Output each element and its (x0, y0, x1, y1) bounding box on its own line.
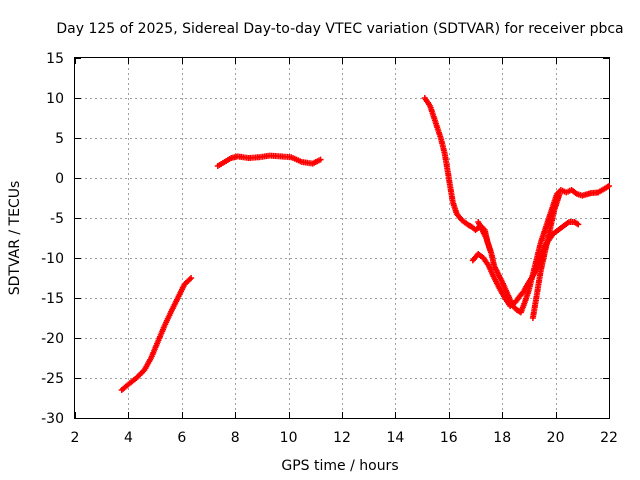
axis-ticks (75, 58, 610, 419)
data-segment (118, 275, 195, 393)
data-segment (214, 152, 324, 169)
y-tick-label: 15 (46, 51, 64, 67)
y-tick-label: 10 (46, 91, 64, 107)
y-tick-label: 0 (55, 171, 64, 187)
x-tick-label: 8 (231, 430, 240, 446)
x-tick-label: 4 (124, 430, 133, 446)
data-series-sdtvar (118, 95, 612, 393)
y-tick-label: -20 (41, 331, 64, 347)
y-tick-label: 5 (55, 131, 64, 147)
data-point (606, 183, 612, 189)
y-tick-label: -15 (41, 291, 64, 307)
chart-title: Day 125 of 2025, Sidereal Day-to-day VTE… (56, 21, 623, 37)
y-tick-label: -25 (41, 371, 64, 387)
x-tick-label: 22 (600, 430, 618, 446)
data-point (556, 191, 563, 197)
plot-frame (74, 57, 610, 419)
data-point (317, 156, 324, 163)
x-tick-label: 6 (177, 430, 186, 446)
y-tick-label: -30 (41, 411, 64, 427)
y-tick-label: -5 (50, 211, 64, 227)
x-tick-label: 10 (280, 430, 298, 446)
data-segment (421, 95, 612, 316)
x-axis-label: GPS time / hours (281, 458, 398, 474)
data-point (188, 275, 195, 281)
y-tick-labels: 15 10 5 0 -5 -10 -15 -20 -25 -30 (41, 51, 64, 427)
data-segment (475, 219, 494, 253)
data-segment (529, 191, 563, 321)
x-tick-label: 2 (71, 430, 80, 446)
x-tick-label: 16 (440, 430, 458, 446)
x-tick-label: 20 (547, 430, 565, 446)
x-tick-label: 14 (386, 430, 404, 446)
x-tick-labels: 2 4 6 8 10 12 14 16 18 20 22 (71, 430, 618, 446)
x-tick-label: 18 (493, 430, 511, 446)
y-tick-label: -10 (41, 251, 64, 267)
grid-lines (75, 58, 609, 418)
x-tick-label: 12 (333, 430, 351, 446)
data-point (487, 247, 494, 253)
data-point (575, 221, 582, 228)
y-axis-label: SDTVAR / TECUs (7, 181, 23, 296)
